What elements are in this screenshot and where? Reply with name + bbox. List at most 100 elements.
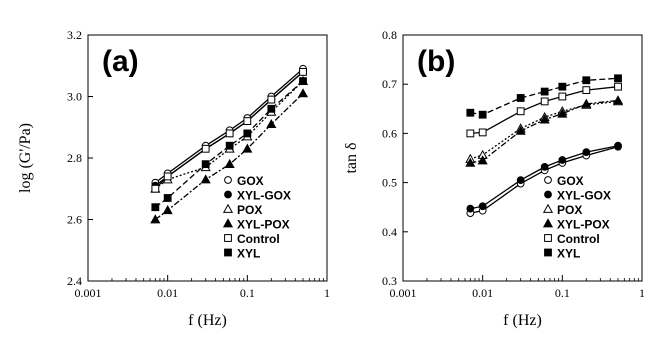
- series-xyl-pox: [465, 95, 624, 167]
- x-tick-label: 0.1: [240, 286, 255, 300]
- data-point: [558, 92, 567, 101]
- legend-label: POX: [237, 203, 262, 217]
- data-point: [582, 86, 591, 95]
- data-point: [243, 117, 252, 125]
- panel-label: (a): [102, 45, 139, 78]
- x-tick-label: 0.01: [472, 286, 493, 300]
- chart-panel-b: 0.3 0.4 0.5 0.6 0.7 0.8 0.001 0.01 0.1 1 f (Hz) tan…: [343, 28, 645, 329]
- data-point: [539, 114, 550, 124]
- y-tick-label: 0.8: [382, 28, 397, 42]
- y-tick-label: 0.4: [382, 225, 397, 239]
- data-point: [558, 82, 567, 91]
- data-point: [299, 68, 307, 76]
- legend-marker: [544, 234, 552, 242]
- series-xyl-gox: [466, 141, 622, 213]
- data-point: [540, 87, 549, 96]
- data-point: [540, 162, 549, 171]
- x-axis-label: f (Hz): [503, 312, 542, 329]
- data-point: [150, 214, 161, 224]
- data-point: [478, 202, 487, 211]
- data-point: [558, 156, 567, 164]
- legend-label: XYL-GOX: [237, 189, 291, 203]
- legend-marker: [542, 203, 554, 213]
- data-point: [224, 158, 235, 169]
- x-tick-label: 0.001: [390, 286, 417, 300]
- data-point: [200, 174, 211, 184]
- legend-marker: [544, 190, 552, 199]
- data-point: [516, 107, 525, 116]
- data-point: [557, 108, 568, 118]
- data-point: [614, 82, 622, 91]
- x-axis-label: f (Hz): [188, 312, 227, 329]
- data-point: [162, 205, 173, 215]
- y-tick-label: 2.6: [67, 213, 82, 227]
- legend-marker: [224, 234, 232, 242]
- data-point: [299, 77, 307, 86]
- y-tick-label: 3.2: [67, 28, 82, 42]
- y-tick-label: 2.8: [67, 151, 82, 165]
- legend-marker: [222, 218, 234, 228]
- legend-marker: [544, 248, 552, 257]
- legend-marker: [544, 176, 552, 184]
- series-control: [466, 82, 622, 138]
- legend-marker: [224, 248, 232, 257]
- series-xyl-pox: [150, 88, 309, 224]
- data-point: [466, 108, 475, 117]
- data-point: [242, 143, 253, 153]
- y-tick-label: 0.6: [382, 126, 397, 140]
- legend-marker: [542, 218, 554, 228]
- data-point: [267, 95, 276, 104]
- data-point: [582, 76, 591, 85]
- data-point: [516, 176, 525, 185]
- data-point: [466, 129, 475, 138]
- legend-label: XYL: [237, 247, 260, 261]
- chart-panel-a: 2.4 2.6 2.8 3.0 3.2 0.001 0.01 0.1 1 f (Hz) log (G…: [17, 28, 330, 329]
- legend-label: GOX: [237, 174, 264, 188]
- data-point: [478, 128, 487, 137]
- legend-label: XYL-GOX: [557, 189, 611, 203]
- data-point: [163, 194, 172, 202]
- y-tick-label: 0.5: [382, 176, 397, 190]
- data-point: [151, 203, 160, 212]
- data-point: [225, 141, 234, 150]
- panel-label: (b): [417, 45, 455, 78]
- data-point: [540, 97, 549, 106]
- data-point: [478, 110, 487, 119]
- data-point: [151, 184, 160, 193]
- y-tick-label: 2.4: [67, 274, 82, 288]
- data-point: [243, 129, 252, 138]
- x-tick-label: 0.01: [157, 286, 178, 300]
- y-tick-label: 0.3: [382, 274, 397, 288]
- data-point: [266, 118, 277, 129]
- data-point: [163, 172, 172, 181]
- data-point: [614, 74, 622, 83]
- legend-marker: [222, 203, 234, 213]
- legend-label: XYL: [557, 247, 580, 261]
- legend-marker: [224, 176, 232, 184]
- data-point: [582, 148, 591, 156]
- data-point: [201, 160, 210, 169]
- plot-frame: [402, 34, 643, 282]
- data-point: [201, 144, 210, 153]
- series-xyl: [466, 74, 622, 119]
- y-tick-label: 3.0: [67, 90, 82, 104]
- y-axis-label: tan δ: [343, 142, 360, 173]
- data-point: [581, 98, 592, 108]
- data-point: [515, 125, 526, 135]
- x-tick-label: 1: [324, 286, 330, 300]
- legend-marker: [224, 190, 232, 199]
- data-point: [225, 129, 234, 138]
- x-tick-label: 0.1: [555, 286, 570, 300]
- data-point: [612, 95, 624, 105]
- y-tick-label: 0.7: [382, 77, 397, 91]
- data-point: [466, 204, 475, 213]
- legend-label: XYL-POX: [237, 218, 290, 232]
- series-control: [151, 68, 307, 193]
- data-point: [297, 88, 309, 98]
- legend-label: Control: [237, 232, 280, 246]
- x-tick-label: 1: [639, 286, 645, 300]
- data-point: [267, 104, 276, 113]
